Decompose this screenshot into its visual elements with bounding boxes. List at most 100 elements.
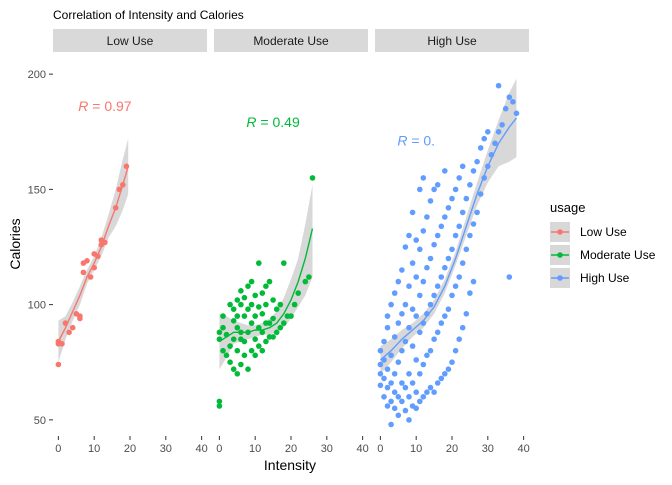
legend-item-moderate-use: Moderate Use	[550, 245, 656, 265]
x-tick-label: 20	[124, 443, 136, 455]
data-point-high-use	[381, 338, 387, 345]
data-point-high-use	[424, 264, 430, 271]
data-point-moderate-use	[255, 304, 262, 310]
data-point-high-use	[438, 375, 445, 382]
data-point-moderate-use	[227, 359, 233, 366]
data-point-moderate-use	[238, 301, 244, 308]
data-point-high-use	[395, 394, 402, 400]
data-point-moderate-use	[277, 324, 284, 331]
data-point-high-use	[449, 292, 455, 299]
data-point-high-use	[463, 246, 470, 253]
data-point-moderate-use	[234, 347, 241, 354]
data-point-moderate-use	[223, 352, 230, 359]
data-point-high-use	[427, 301, 434, 308]
data-point-moderate-use	[230, 336, 237, 343]
legend-key-point	[557, 229, 563, 235]
data-point-high-use	[384, 324, 391, 331]
data-point-high-use	[384, 384, 391, 391]
data-point-moderate-use	[291, 301, 298, 308]
data-point-moderate-use	[230, 306, 237, 313]
correlation-annotation: R = 0.49	[246, 114, 300, 130]
chart-title: Correlation of Intensity and Calories	[53, 8, 244, 22]
data-point-high-use	[395, 278, 402, 285]
data-point-high-use	[502, 105, 509, 112]
data-point-high-use	[470, 221, 477, 227]
data-point-high-use	[442, 264, 448, 271]
data-point-high-use	[438, 274, 445, 280]
data-point-high-use	[442, 371, 448, 377]
data-point-high-use	[456, 175, 463, 181]
x-tick-label: 20	[285, 443, 297, 455]
data-point-moderate-use	[216, 329, 223, 336]
data-point-high-use	[417, 398, 423, 405]
data-point-high-use	[427, 255, 434, 262]
x-tick-label: 40	[196, 443, 208, 455]
y-axis-label: Calories	[7, 218, 23, 269]
data-point-moderate-use	[248, 320, 255, 326]
data-point-high-use	[459, 324, 466, 331]
data-point-moderate-use	[234, 324, 241, 331]
legend-item-low-use: Low Use	[550, 222, 627, 242]
data-point-high-use	[495, 82, 502, 89]
data-point-high-use	[377, 347, 384, 354]
data-point-high-use	[399, 311, 405, 317]
data-point-moderate-use	[255, 324, 262, 331]
data-point-high-use	[413, 313, 420, 319]
data-point-high-use	[413, 389, 420, 396]
data-point-low-use	[59, 341, 65, 347]
data-point-high-use	[506, 94, 513, 100]
data-point-moderate-use	[245, 366, 251, 373]
data-point-high-use	[388, 301, 394, 308]
data-point-high-use	[420, 394, 427, 400]
data-point-high-use	[434, 232, 441, 239]
data-point-moderate-use	[230, 318, 237, 324]
data-point-high-use	[413, 274, 420, 280]
legend: usage Low Use Moderate Use High Use	[550, 200, 656, 288]
data-point-high-use	[427, 198, 434, 204]
data-point-high-use	[409, 306, 416, 313]
data-point-high-use	[452, 283, 459, 290]
legend-item-high-use: High Use	[550, 268, 630, 288]
data-point-high-use	[427, 384, 434, 391]
data-point-high-use	[431, 292, 437, 299]
y-tick-label: 50	[34, 415, 46, 427]
data-point-moderate-use	[281, 320, 287, 326]
data-point-high-use	[452, 232, 459, 239]
data-point-high-use	[384, 366, 391, 373]
data-point-moderate-use	[252, 336, 258, 343]
data-point-moderate-use	[248, 301, 255, 308]
data-point-high-use	[510, 99, 516, 105]
data-point-high-use	[470, 278, 477, 285]
data-point-high-use	[424, 214, 430, 220]
x-tick-label: 30	[160, 443, 172, 455]
data-point-moderate-use	[220, 347, 226, 354]
data-point-high-use	[467, 290, 473, 296]
data-point-high-use	[445, 255, 452, 262]
data-point-high-use	[431, 241, 437, 248]
legend-label: High Use	[580, 271, 630, 285]
data-point-moderate-use	[234, 313, 241, 319]
data-point-high-use	[485, 129, 491, 135]
data-point-high-use	[495, 129, 502, 135]
x-tick-label: 20	[446, 443, 458, 455]
data-point-moderate-use	[259, 311, 266, 317]
x-tick-label: 10	[249, 443, 261, 455]
data-point-high-use	[381, 375, 387, 382]
data-point-high-use	[402, 384, 409, 391]
data-point-moderate-use	[270, 334, 276, 340]
data-point-high-use	[449, 195, 455, 202]
data-point-moderate-use	[281, 260, 287, 266]
data-point-high-use	[434, 283, 441, 290]
data-point-high-use	[391, 405, 398, 412]
data-point-moderate-use	[248, 347, 255, 354]
data-point-high-use	[417, 371, 423, 377]
data-point-high-use	[420, 175, 427, 181]
data-point-high-use	[413, 237, 420, 243]
x-tick-label: 10	[410, 443, 422, 455]
y-tick-label: 200	[28, 69, 46, 81]
data-point-moderate-use	[241, 338, 248, 345]
legend-title: usage	[550, 200, 585, 215]
data-point-moderate-use	[248, 278, 255, 285]
